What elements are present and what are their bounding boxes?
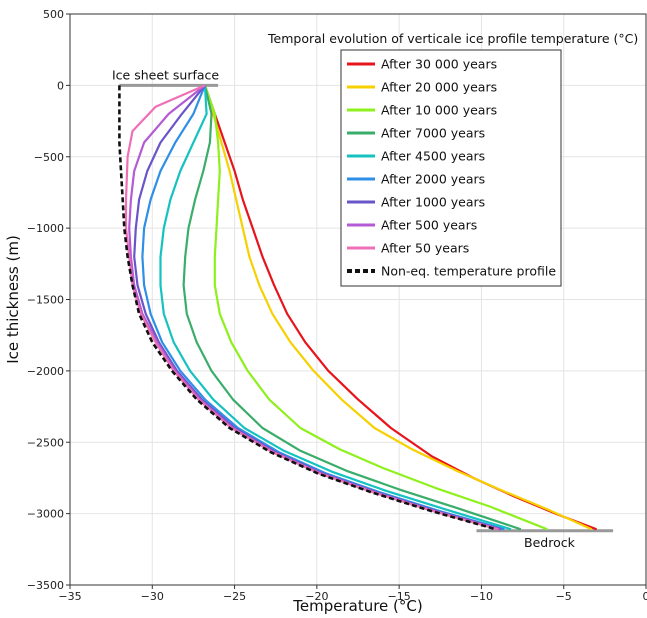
y-tick-label: −2000 — [27, 365, 64, 378]
legend-label: After 50 years — [381, 241, 469, 256]
reference-lines — [119, 83, 614, 533]
chart-title: Temporal evolution of verticale ice prof… — [267, 31, 638, 46]
y-tick-label: −1500 — [27, 294, 64, 307]
x-tick-label: −35 — [58, 590, 81, 603]
series-line-1 — [203, 85, 593, 531]
series-lines — [118, 84, 597, 531]
y-tick-label: −1000 — [27, 222, 64, 235]
legend-label: After 30 000 years — [381, 57, 497, 72]
y-tick-label: −3500 — [27, 579, 64, 592]
series-line-9 — [118, 85, 497, 531]
x-tick-label: −20 — [305, 590, 328, 603]
series-line-4 — [159, 85, 512, 531]
legend-label: After 10 000 years — [381, 103, 497, 118]
legend-label: After 4500 years — [381, 149, 485, 164]
legend-label: After 20 000 years — [381, 80, 497, 95]
legend-label: After 500 years — [381, 218, 477, 233]
x-tick-label: −5 — [556, 590, 572, 603]
x-tick-label: −10 — [470, 590, 493, 603]
y-axis-label: Ice thickness (m) — [4, 235, 22, 364]
legend: After 30 000 years After 20 000 years Afte… — [340, 49, 562, 287]
legend-box — [340, 49, 562, 287]
y-tick-label: 0 — [57, 79, 64, 92]
legend-label: After 2000 years — [381, 172, 485, 187]
y-tick-label: −500 — [34, 151, 64, 164]
axis-ticks: −35 −30 −25 −20 −15 −10 −5 0 500 0 −500 −1000 −1500 −… — [27, 8, 647, 603]
x-tick-label: 0 — [643, 590, 647, 603]
x-tick-label: −15 — [388, 590, 411, 603]
series-line-3 — [182, 85, 522, 531]
legend-label: After 1000 years — [381, 195, 485, 210]
x-tick-label: −30 — [141, 590, 164, 603]
series-line-2 — [203, 85, 548, 531]
surface-annotation: Ice sheet surface — [112, 67, 219, 82]
legend-label: After 7000 years — [381, 126, 485, 141]
y-tick-label: −3000 — [27, 508, 64, 521]
x-axis-label: Temperature (°C) — [292, 597, 422, 615]
x-tick-label: −25 — [223, 590, 246, 603]
bedrock-annotation: Bedrock — [524, 535, 576, 550]
y-tick-label: −2500 — [27, 436, 64, 449]
y-tick-label: 500 — [43, 8, 64, 21]
legend-label: Non-eq. temperature profile — [381, 264, 556, 279]
